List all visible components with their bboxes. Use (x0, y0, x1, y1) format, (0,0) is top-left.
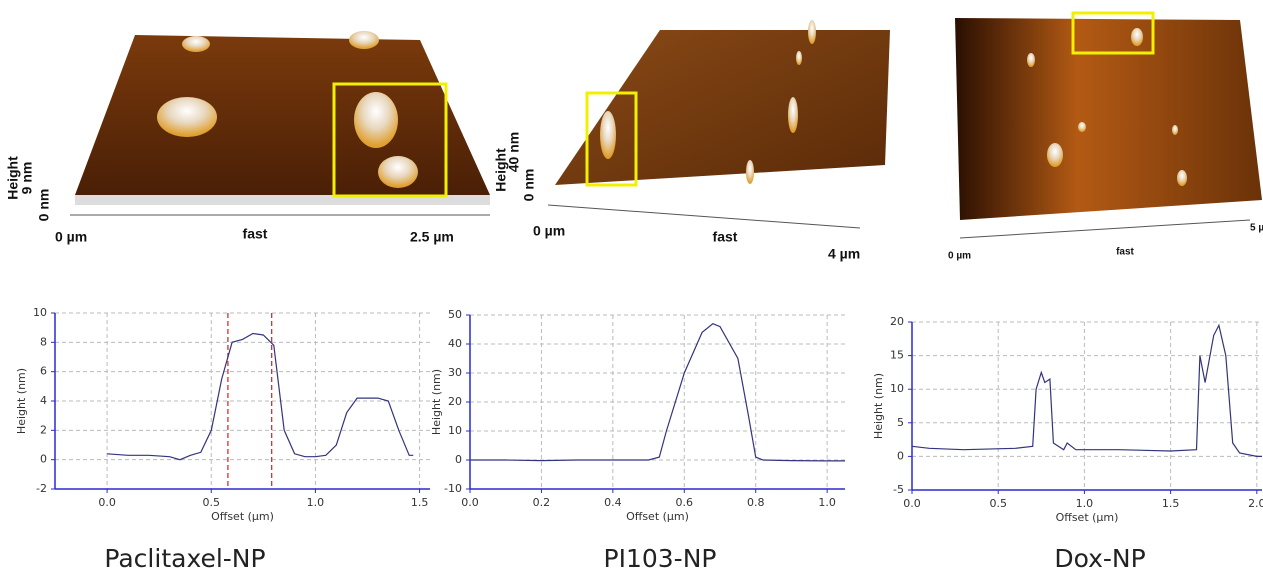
afm-label: 0 µm (55, 229, 87, 245)
afm-label: 5 µm (1250, 223, 1263, 234)
particle (349, 31, 379, 49)
caption: PI103-NP (604, 544, 717, 573)
particle (354, 92, 398, 148)
x-tick-label: 1.0 (307, 496, 325, 509)
afm-label: 2.5 µm (410, 229, 454, 245)
y-tick-label: 6 (40, 365, 47, 378)
particle (1131, 28, 1143, 46)
particle (796, 51, 802, 65)
y-tick-label: -5 (893, 483, 904, 496)
afm-label: 0 µm (533, 223, 565, 239)
x-tick-label: 0.2 (533, 496, 551, 509)
y-tick-label: -10 (444, 482, 462, 495)
y-tick-label: 50 (448, 308, 462, 321)
particle (378, 156, 418, 188)
x-tick-label: 1.5 (411, 496, 429, 509)
x-tick-label: 2.0 (1248, 497, 1263, 510)
highlight-box (332, 82, 448, 198)
afm-surface (955, 18, 1262, 220)
y-tick-label: 0 (40, 453, 47, 466)
particle (788, 97, 798, 133)
y-tick-label: 30 (448, 366, 462, 379)
plot-area (912, 322, 1262, 490)
x-axis-label: Offset (µm) (211, 510, 274, 523)
x-tick-label: 0.6 (676, 496, 694, 509)
y-tick-label: 5 (897, 416, 904, 429)
afm-label: fast (713, 229, 738, 245)
y-axis-label: Height (nm) (872, 373, 885, 439)
y-axis-label: Height (nm) (15, 368, 28, 434)
particle (1172, 125, 1178, 135)
y-tick-label: 15 (890, 349, 904, 362)
y-tick-label: -2 (36, 482, 47, 495)
afm-label: 0 µm (948, 251, 971, 262)
particle (600, 111, 616, 159)
afm-axis (547, 204, 861, 229)
y-tick-label: 10 (890, 382, 904, 395)
profile-line (911, 323, 1262, 457)
y-tick-label: 4 (40, 394, 47, 407)
x-tick-label: 0.5 (203, 496, 221, 509)
profile-line (470, 323, 845, 462)
caption: Dox-NP (1054, 544, 1145, 573)
profile-line (107, 332, 414, 461)
x-axis-label: Offset (µm) (626, 510, 689, 523)
plot-area (55, 313, 430, 489)
afm-label: 0 nm (521, 169, 537, 202)
particle (1047, 143, 1063, 167)
caption: Paclitaxel-NP (104, 544, 265, 573)
afm-label: 9 nm (19, 162, 35, 195)
y-tick-label: 10 (33, 306, 47, 319)
afm-label: 40 nm (506, 132, 522, 172)
x-tick-label: 0.0 (903, 497, 921, 510)
y-tick-label: 20 (890, 315, 904, 328)
afm-label: Height (5, 156, 21, 200)
afm-image-1: 0 µm fast 2.5 µm 9 nm 0 nm Height (5, 31, 490, 245)
highlight-box (1071, 11, 1155, 55)
afm-label: 0 nm (36, 189, 52, 222)
y-tick-label: 0 (455, 453, 462, 466)
y-axis-label: Height (nm) (430, 369, 443, 435)
afm-surface (75, 35, 490, 195)
afm-image-2: 0 µm fast 4 µm 40 nm 0 nm Height (493, 20, 890, 262)
y-tick-label: 20 (448, 395, 462, 408)
afm-label: fast (1116, 247, 1134, 258)
afm-surface (555, 30, 890, 185)
x-tick-label: 0.4 (604, 496, 622, 509)
x-tick-label: 0.0 (98, 496, 116, 509)
y-tick-label: 10 (448, 424, 462, 437)
x-tick-label: 0.5 (989, 497, 1007, 510)
particle (157, 97, 217, 137)
x-tick-label: 0.0 (461, 496, 479, 509)
y-tick-label: 40 (448, 337, 462, 350)
particle (182, 36, 210, 52)
x-tick-label: 1.0 (818, 496, 836, 509)
particle (808, 20, 816, 44)
x-tick-label: 1.5 (1162, 497, 1180, 510)
x-axis-label: Offset (µm) (1056, 511, 1119, 524)
afm-label: Height (493, 148, 509, 192)
particle (1177, 170, 1187, 186)
afm-label: 4 µm (828, 246, 860, 262)
afm-image-3: 0 µm fast 5 µm (948, 11, 1263, 262)
y-tick-label: 2 (40, 423, 47, 436)
particle (1078, 122, 1086, 132)
highlight-box (585, 91, 638, 187)
afm-label: fast (243, 226, 268, 242)
particle (1027, 53, 1035, 67)
y-tick-label: 8 (40, 335, 47, 348)
x-tick-label: 1.0 (1076, 497, 1094, 510)
y-tick-label: 0 (897, 449, 904, 462)
particle (746, 160, 754, 184)
afm-axis (959, 219, 1251, 239)
x-tick-label: 0.8 (747, 496, 765, 509)
